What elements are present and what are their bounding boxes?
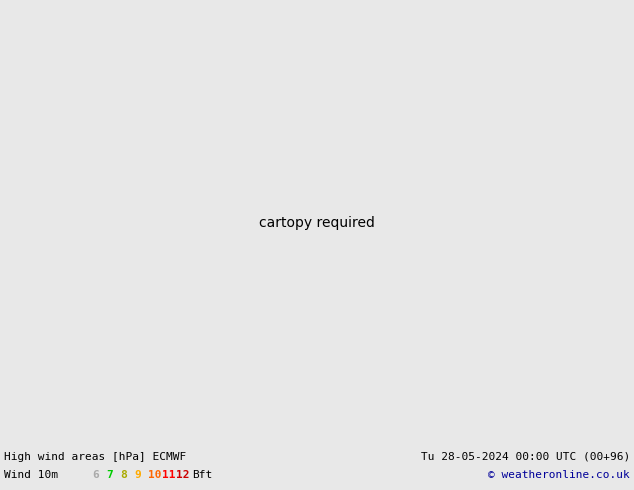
Text: cartopy required: cartopy required [259,216,375,230]
Text: 6: 6 [92,470,99,480]
Text: © weatheronline.co.uk: © weatheronline.co.uk [488,470,630,480]
Text: 11: 11 [162,470,176,480]
Text: High wind areas [hPa] ECMWF: High wind areas [hPa] ECMWF [4,452,186,462]
Text: Bft: Bft [192,470,212,480]
Text: Wind 10m: Wind 10m [4,470,58,480]
Text: 8: 8 [120,470,127,480]
Text: 10: 10 [148,470,162,480]
Text: 12: 12 [176,470,190,480]
Text: Tu 28-05-2024 00:00 UTC (00+96): Tu 28-05-2024 00:00 UTC (00+96) [421,452,630,462]
Text: 9: 9 [134,470,141,480]
Text: 7: 7 [106,470,113,480]
